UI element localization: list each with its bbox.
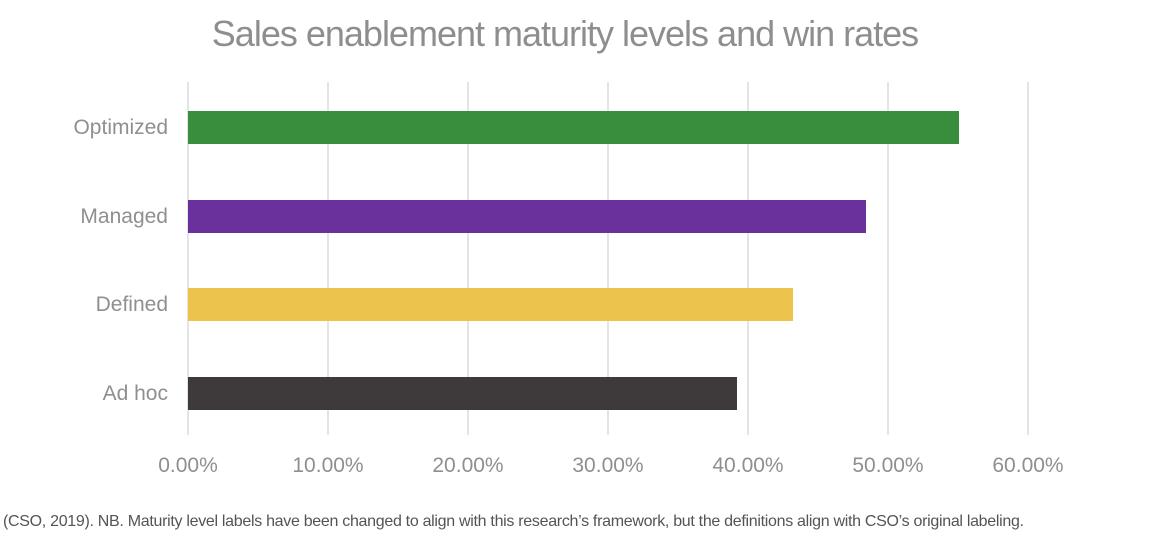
y-axis-label-ad-hoc: Ad hoc [102, 382, 168, 406]
gridline-60 [1027, 82, 1029, 435]
y-axis-label-defined: Defined [95, 293, 168, 317]
x-axis-tick-0: 0.00% [158, 454, 218, 477]
x-axis-tick-30: 30.00% [572, 454, 644, 477]
y-axis-label-optimized: Optimized [73, 116, 168, 139]
y-axis-label-managed: Managed [80, 204, 168, 228]
bar-managed [188, 199, 866, 233]
chart-title: Sales enablement maturity levels and win… [211, 13, 919, 54]
gridline-30 [607, 82, 609, 435]
bar-optimized [188, 111, 960, 144]
source-footnote: (CSO, 2019). NB. Maturity level labels h… [3, 513, 1024, 530]
x-axis-tick-60: 60.00% [992, 454, 1064, 477]
x-axis-tick-10: 10.00% [292, 454, 364, 477]
gridline-0 [187, 82, 189, 435]
gridline-50 [887, 82, 889, 435]
gridline-20 [467, 82, 469, 435]
x-axis-tick-50: 50.00% [852, 454, 924, 477]
bar-ad-hoc [188, 377, 737, 411]
gridline-40 [747, 82, 749, 435]
x-axis-tick-20: 20.00% [432, 454, 504, 477]
x-axis-tick-40: 40.00% [712, 454, 784, 477]
bar-defined [188, 288, 793, 322]
gridline-10 [327, 82, 329, 435]
